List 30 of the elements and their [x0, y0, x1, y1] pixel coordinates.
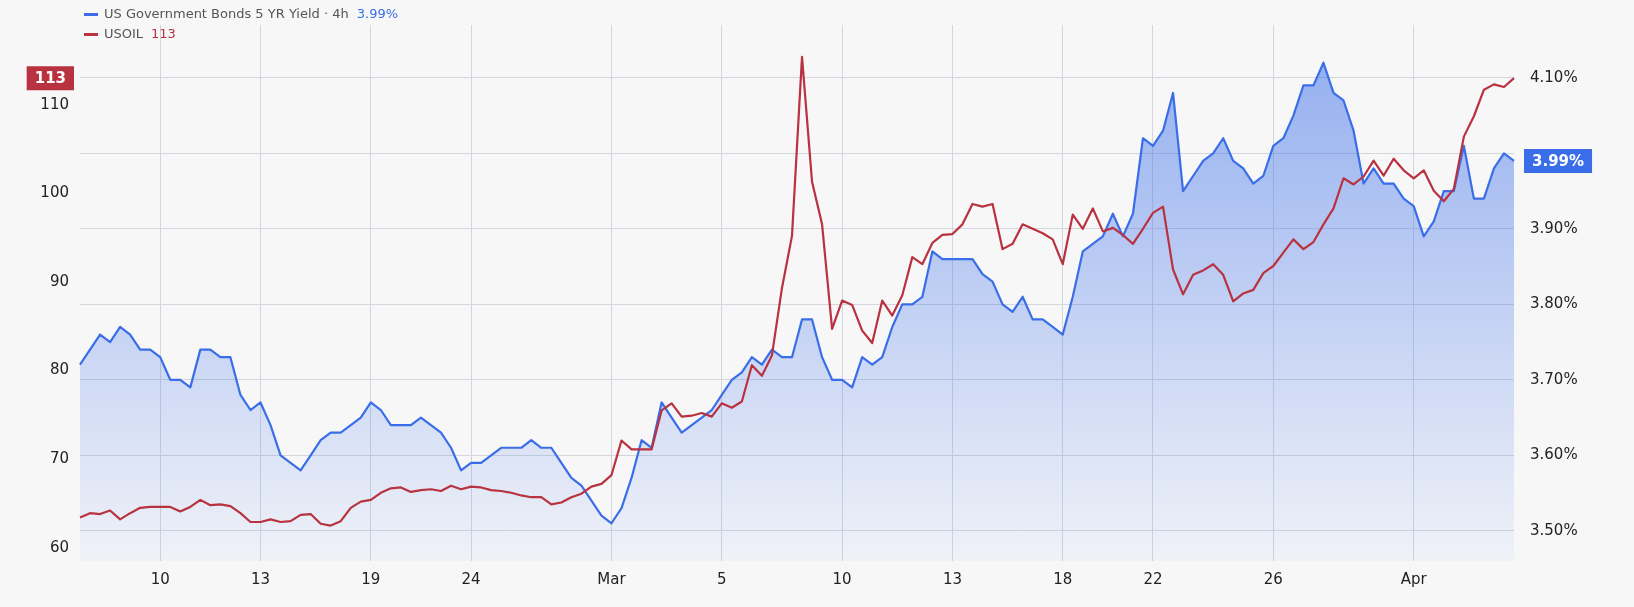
annotation: 113 — [151, 26, 176, 41]
y-tick-label: 90 — [49, 271, 69, 290]
y-tick-label: 70 — [49, 449, 69, 468]
y-tick-label: 110 — [40, 94, 69, 113]
x-tick-label: 5 — [717, 569, 727, 588]
y2-tick-label: 3.90% — [1530, 218, 1578, 237]
x-tick-label: 22 — [1143, 569, 1163, 588]
text: 113 — [34, 69, 66, 88]
x-tick-label: 19 — [361, 569, 381, 588]
y-tick-label: 60 — [49, 537, 69, 556]
y-tick-label: 80 — [49, 360, 69, 379]
x-tick-label: 18 — [1053, 569, 1073, 588]
y2-tick-label: 3.60% — [1530, 445, 1578, 464]
legend-label: USOIL — [104, 26, 144, 41]
y2-tick-label: 3.50% — [1530, 520, 1578, 539]
x-tick-label: 10 — [832, 569, 852, 588]
x-tick-label: Apr — [1400, 569, 1428, 588]
text: 3.99% — [356, 6, 399, 21]
y2-tick-label: 3.80% — [1530, 294, 1578, 313]
x-tick-label: 13 — [250, 569, 271, 588]
text: 3.99% — [1532, 151, 1585, 170]
y2-tick-label: 3.70% — [1530, 369, 1578, 388]
x-tick-label: Mar — [597, 569, 627, 588]
legend-label: US Government Bonds 5 YR Yield · 4h — [104, 6, 349, 21]
x-tick-label: 24 — [461, 569, 481, 588]
y2-tick-label: 4.10% — [1530, 67, 1578, 86]
x-tick-label: 10 — [150, 569, 170, 588]
x-tick-label: 13 — [942, 569, 962, 588]
y-tick-label: 100 — [40, 183, 69, 202]
x-tick-label: 26 — [1263, 569, 1283, 588]
